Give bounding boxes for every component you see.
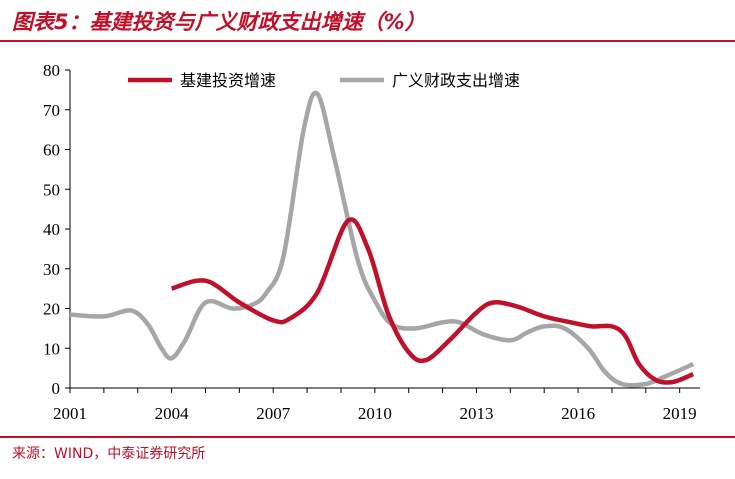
y-tick-label: 20 [43, 300, 60, 319]
title-divider [0, 40, 735, 42]
x-tick-label: 2007 [256, 404, 291, 423]
x-tick-label: 2013 [459, 404, 493, 423]
footer-divider [0, 436, 735, 438]
series-lines [69, 90, 695, 388]
y-tick-label: 80 [43, 61, 60, 80]
x-axis-ticks: 2001 2004 2007 2010 2013 2016 2019 [53, 388, 697, 423]
series-line-infrastructure-investment [170, 217, 695, 385]
legend-label: 广义财政支出增速 [392, 71, 520, 90]
y-tick-label: 60 [43, 141, 60, 160]
y-tick-label: 70 [43, 101, 60, 120]
series-line-fiscal-spending [69, 90, 695, 388]
figure-title: 图表5：基建投资与广义财政支出增速（%） [12, 10, 426, 34]
chart-legend: 基建投资增速 广义财政支出增速 [128, 71, 520, 90]
y-tick-label: 50 [43, 180, 60, 199]
y-tick-label: 30 [43, 260, 60, 279]
legend-label: 基建投资增速 [180, 71, 276, 90]
source-note: 来源：WIND，中泰证券研究所 [12, 446, 206, 462]
x-tick-label: 2010 [358, 404, 392, 423]
x-tick-label: 2019 [663, 404, 697, 423]
chart-axes [69, 70, 700, 389]
x-tick-label: 2016 [561, 404, 595, 423]
y-tick-label: 40 [43, 220, 60, 239]
y-tick-label: 0 [52, 379, 61, 398]
x-tick-label: 2001 [53, 404, 87, 423]
x-tick-label: 2004 [155, 404, 190, 423]
y-axis-ticks: 0 10 20 30 40 50 60 70 80 [43, 61, 70, 398]
y-tick-label: 10 [43, 339, 60, 358]
